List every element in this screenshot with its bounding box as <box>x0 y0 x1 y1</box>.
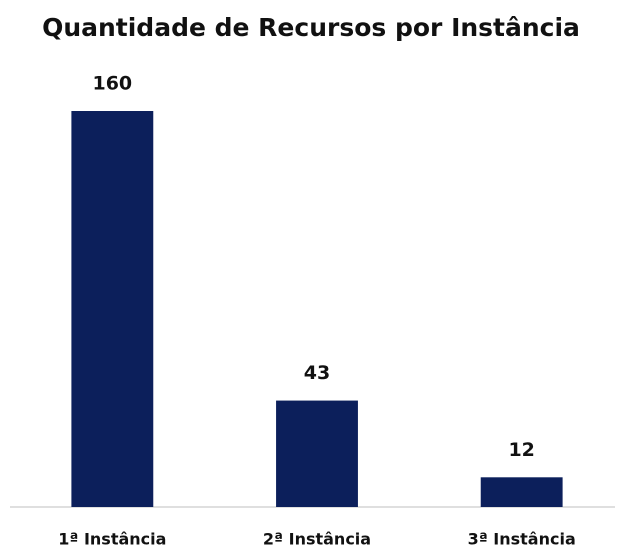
bar <box>480 477 563 507</box>
bar <box>276 400 358 507</box>
x-tick-label: 3ª Instância <box>468 530 576 549</box>
data-label: 12 <box>508 439 534 461</box>
x-tick-label: 1ª Instância <box>58 530 166 549</box>
chart-title: Quantidade de Recursos por Instância <box>42 13 580 42</box>
bar <box>71 111 154 507</box>
data-label: 160 <box>92 73 132 95</box>
data-label: 43 <box>304 362 330 384</box>
x-tick-label: 2ª Instância <box>263 530 371 549</box>
